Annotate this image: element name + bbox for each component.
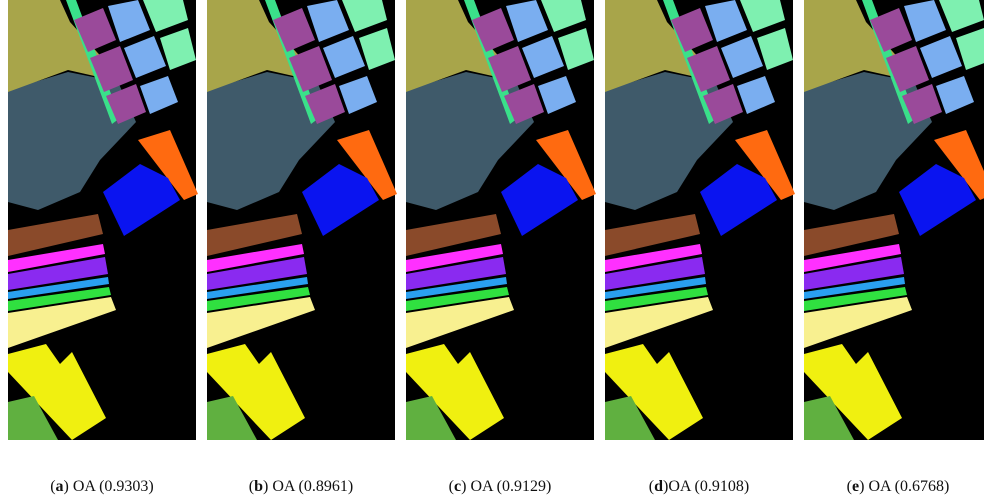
classification-map (406, 0, 596, 440)
caption: (b) OA (0.8961) (249, 478, 353, 495)
caption: (d)OA (0.9108) (649, 478, 749, 495)
caption-text: ) OA (0.9303) (64, 478, 154, 495)
classification-map (207, 0, 397, 440)
caption-text: ) OA (0.9129) (461, 478, 551, 495)
classification-map (8, 0, 198, 440)
caption: (c) OA (0.9129) (449, 478, 552, 495)
caption-letter: d (654, 478, 663, 495)
caption: (e) OA (0.6768) (847, 478, 950, 495)
classification-map (605, 0, 795, 440)
caption-text: ) OA (0.6768) (859, 478, 949, 495)
caption: (a) OA (0.9303) (50, 478, 154, 495)
caption-text: )OA (0.9108) (663, 478, 749, 495)
classification-map (804, 0, 984, 440)
figure: (a) OA (0.9303) (b) OA (0.8961) (c) OA (0.… (0, 0, 984, 497)
caption-letter: b (254, 478, 263, 495)
caption-letter: a (56, 478, 64, 495)
caption-text: ) OA (0.8961) (263, 478, 353, 495)
caption-letter: c (454, 478, 461, 495)
caption-letter: e (852, 478, 859, 495)
